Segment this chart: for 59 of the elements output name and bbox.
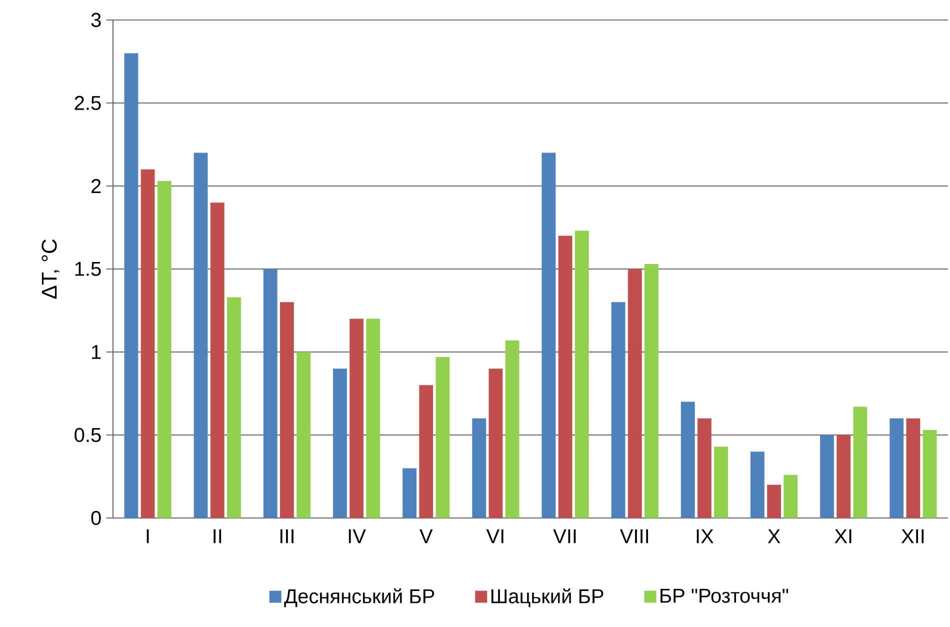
y-tick-label: 3 xyxy=(91,12,101,28)
x-tick-label: VIII xyxy=(620,529,648,544)
bar xyxy=(210,202,224,518)
bar xyxy=(157,181,172,518)
bar xyxy=(505,340,520,518)
bar xyxy=(714,446,728,518)
bar xyxy=(836,434,851,518)
bar xyxy=(698,418,712,518)
bar xyxy=(263,268,278,518)
legend-label: БР "Розточчя" xyxy=(660,588,788,603)
bar xyxy=(922,430,937,518)
bar xyxy=(333,368,347,518)
bar xyxy=(227,297,241,518)
bar xyxy=(542,152,556,518)
x-tick-label: VI xyxy=(486,529,504,544)
bar xyxy=(628,268,642,518)
bar xyxy=(890,418,904,518)
bar xyxy=(140,169,155,518)
bar xyxy=(124,53,138,518)
bar xyxy=(906,418,920,518)
x-tick-label: XI xyxy=(834,529,852,544)
bar xyxy=(644,264,658,518)
y-tick-label: 1.5 xyxy=(75,262,101,276)
y-tick-label: 0 xyxy=(91,510,101,526)
x-tick-label: XII xyxy=(901,529,924,544)
x-tick-label: III xyxy=(280,529,294,544)
bar xyxy=(436,356,450,518)
bar xyxy=(611,302,626,518)
bar xyxy=(767,484,782,518)
x-tick-label: IX xyxy=(696,529,714,544)
bar xyxy=(419,385,434,518)
bar xyxy=(350,318,364,518)
x-tick-label: I xyxy=(146,529,149,544)
bar xyxy=(402,468,417,518)
bar xyxy=(488,368,503,518)
x-tick-label: IV xyxy=(348,529,366,544)
y-tick-label: 2.5 xyxy=(74,96,101,110)
bar xyxy=(750,452,764,518)
x-tick-label: II xyxy=(214,529,222,544)
x-tick-label: X xyxy=(768,529,780,544)
y-tick-label: 1 xyxy=(92,345,101,359)
bar xyxy=(280,302,294,518)
y-tick-label: 0.5 xyxy=(74,428,101,442)
bar xyxy=(296,352,311,518)
bar xyxy=(574,230,589,518)
x-tick-label: VII xyxy=(553,529,576,544)
bar xyxy=(366,318,380,518)
bar xyxy=(558,236,572,518)
bar xyxy=(472,418,486,518)
y-axis-title: ΔT, °C xyxy=(42,239,60,299)
bar xyxy=(820,434,834,518)
bar xyxy=(784,474,798,518)
bar xyxy=(853,406,868,518)
bar xyxy=(680,402,695,518)
legend-label: Деснянський БР xyxy=(284,588,434,608)
y-tick-label: 2 xyxy=(92,179,101,193)
legend-label: Шацький БР xyxy=(491,588,604,608)
bar xyxy=(194,152,208,518)
x-tick-label: V xyxy=(420,529,433,544)
